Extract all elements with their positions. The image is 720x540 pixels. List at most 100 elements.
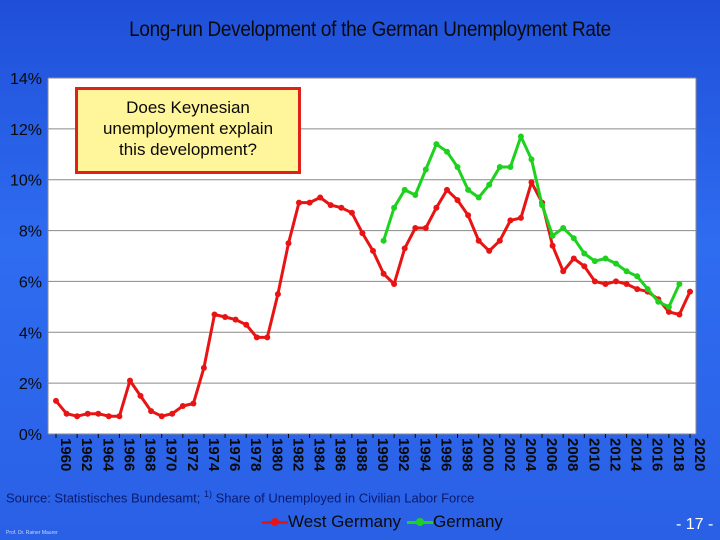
- data-point-west-germany: [454, 197, 461, 204]
- x-tick-label: 1988: [353, 438, 370, 471]
- data-point-germany: [676, 281, 683, 287]
- data-point-west-germany: [517, 214, 524, 221]
- x-tick-label: 1970: [163, 438, 180, 471]
- source-text: Source: Statistisches Bundesamt;: [6, 490, 201, 506]
- data-point-west-germany: [127, 377, 133, 384]
- y-tick-label: 14%: [10, 71, 42, 88]
- x-tick-label: 1980: [268, 438, 285, 471]
- data-point-west-germany: [243, 321, 250, 328]
- data-point-germany: [581, 250, 588, 257]
- x-tick-label: 1962: [78, 438, 95, 471]
- data-point-west-germany: [613, 278, 619, 285]
- data-point-germany: [591, 258, 598, 265]
- x-tick-label: 2002: [501, 438, 518, 471]
- data-point-west-germany: [412, 225, 419, 231]
- data-point-west-germany: [359, 230, 366, 237]
- data-point-germany: [613, 260, 619, 267]
- x-tick-labels: 1960 1962 1964 1966 1968 1970 1972 1974 1976 1978…: [57, 438, 708, 472]
- data-point-west-germany: [380, 270, 387, 277]
- x-tick-label: 1968: [142, 438, 159, 471]
- data-point-west-germany: [422, 225, 429, 231]
- x-tick-label: 1990: [374, 438, 391, 471]
- data-point-germany: [422, 166, 429, 173]
- data-point-germany: [444, 148, 450, 155]
- data-point-west-germany: [496, 237, 503, 244]
- y-tick-label: 2%: [19, 376, 42, 393]
- data-point-west-germany: [264, 334, 271, 341]
- x-tick-label: 2014: [628, 438, 645, 472]
- data-point-germany: [634, 273, 641, 280]
- data-point-germany: [644, 286, 651, 293]
- x-tick-label: 2018: [670, 438, 687, 471]
- x-tick-label: 1992: [395, 438, 412, 471]
- data-point-west-germany: [169, 410, 176, 417]
- x-tick-label: 1960: [57, 438, 74, 471]
- data-point-west-germany: [158, 413, 165, 420]
- data-point-west-germany: [296, 199, 302, 206]
- y-tick-label: 0%: [19, 427, 42, 444]
- legend-label-west-germany: West Germany: [288, 512, 402, 531]
- data-point-west-germany: [348, 209, 355, 216]
- data-point-germany: [486, 181, 493, 188]
- x-tick-label: 1972: [184, 438, 201, 471]
- x-tick-label: 2020: [691, 438, 708, 471]
- data-point-germany: [391, 204, 398, 211]
- data-point-west-germany: [53, 397, 59, 404]
- data-point-germany: [507, 164, 514, 170]
- data-point-west-germany: [84, 410, 91, 417]
- data-point-west-germany: [465, 212, 472, 219]
- page-number: - 17 -: [676, 516, 714, 533]
- x-tick-label: 2006: [543, 438, 560, 471]
- data-point-germany: [454, 164, 461, 170]
- data-point-west-germany: [274, 291, 281, 298]
- data-point-germany: [655, 298, 662, 305]
- data-point-west-germany: [444, 186, 450, 193]
- x-tick-label: 1976: [226, 438, 243, 471]
- x-tick-label: 1984: [311, 438, 328, 472]
- data-point-west-germany: [211, 311, 218, 318]
- author-credit: Prof. Dr. Rainer Maurer: [6, 530, 58, 536]
- x-tick-label: 1982: [289, 438, 306, 471]
- data-point-west-germany: [222, 314, 229, 320]
- data-point-west-germany: [105, 413, 112, 420]
- data-point-west-germany: [433, 204, 440, 211]
- data-point-germany: [549, 232, 556, 239]
- data-point-west-germany: [507, 217, 514, 224]
- x-tick-label: 2010: [585, 438, 602, 471]
- data-point-germany: [560, 225, 567, 231]
- y-tick-label: 10%: [10, 173, 42, 190]
- annotation-box: Does Keynesian unemployment explain this…: [75, 87, 301, 174]
- data-point-west-germany: [391, 281, 398, 287]
- data-point-germany: [496, 164, 503, 170]
- data-point-west-germany: [634, 286, 641, 293]
- y-tick-label: 6%: [19, 274, 42, 291]
- data-point-west-germany: [591, 278, 598, 285]
- data-point-west-germany: [581, 263, 588, 270]
- data-point-west-germany: [148, 408, 155, 415]
- data-point-germany: [433, 141, 440, 148]
- series-layer: [53, 133, 693, 420]
- data-point-germany: [475, 194, 482, 201]
- data-point-west-germany: [401, 245, 408, 252]
- source-note: Source: Statistisches Bundesamt; 1) Shar…: [6, 489, 474, 505]
- data-point-germany: [665, 303, 672, 310]
- x-tick-label: 1964: [99, 438, 116, 472]
- y-tick-label: 8%: [19, 224, 42, 241]
- data-point-germany: [539, 202, 546, 209]
- data-point-west-germany: [338, 204, 345, 211]
- data-point-west-germany: [253, 334, 260, 341]
- x-tick-label: 1998: [459, 438, 476, 471]
- data-point-west-germany: [95, 410, 102, 417]
- x-tick-label: 1994: [416, 438, 433, 472]
- grid-lines: [47, 77, 697, 438]
- legend-marker-west-germany: [271, 518, 279, 526]
- data-point-west-germany: [232, 316, 239, 323]
- data-point-west-germany: [475, 237, 482, 244]
- y-tick-labels: 0% 2% 4% 6% 8% 10% 12% 14%: [10, 71, 42, 444]
- x-tick-label: 2008: [564, 438, 581, 471]
- data-point-west-germany: [549, 242, 556, 249]
- data-point-germany: [465, 186, 472, 193]
- data-point-germany: [623, 268, 630, 275]
- y-tick-label: 12%: [10, 122, 42, 139]
